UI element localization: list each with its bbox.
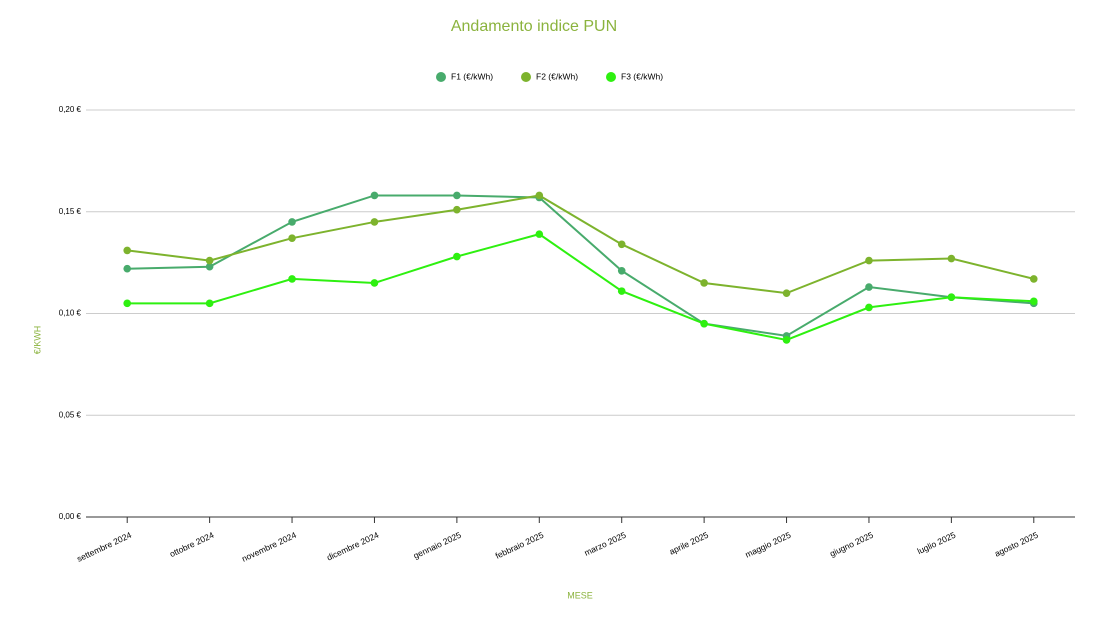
data-point	[123, 264, 132, 273]
data-point	[205, 299, 214, 308]
x-tick-label: febbraio 2025	[494, 530, 546, 561]
data-point	[453, 205, 461, 214]
series-line	[127, 194, 1034, 337]
data-point	[782, 289, 791, 297]
data-point	[535, 230, 544, 238]
x-tick-label: novembre 2024	[240, 530, 298, 564]
x-tick-label: agosto 2025	[993, 530, 1040, 559]
data-point	[205, 256, 214, 265]
legend-label: F3 (€/kWh)	[621, 71, 663, 81]
x-tick-label: dicembre 2024	[325, 530, 380, 563]
data-point	[1029, 297, 1038, 306]
data-point	[370, 191, 379, 200]
x-tick-label: ottobre 2024	[168, 530, 216, 559]
series-line	[127, 194, 1035, 295]
y-tick-label: 0,15 €	[59, 207, 82, 216]
x-tick-label: settembre 2024	[75, 530, 133, 564]
data-point	[865, 283, 873, 291]
legend-marker	[606, 72, 616, 82]
data-point	[370, 218, 379, 226]
data-point	[288, 234, 296, 243]
x-tick-label: aprile 2025	[668, 530, 711, 557]
data-point	[370, 279, 379, 287]
chart-title: Andamento indice PUN	[451, 18, 617, 35]
data-point	[205, 262, 214, 271]
y-tick-label: 0,20 €	[59, 105, 82, 114]
data-point	[617, 287, 626, 295]
data-point	[123, 246, 132, 255]
data-point	[947, 254, 956, 263]
legend-label: F2 (€/kWh)	[536, 71, 578, 81]
x-tick-label: marzo 2025	[583, 530, 628, 558]
data-point	[782, 336, 791, 344]
data-point	[288, 275, 296, 283]
x-tick-label: giugno 2025	[828, 530, 875, 559]
y-tick-label: 0,10 €	[59, 309, 82, 318]
x-tick-label: luglio 2025	[916, 530, 958, 557]
legend-marker	[521, 72, 531, 82]
data-point	[123, 299, 132, 308]
data-point	[453, 191, 461, 200]
y-tick-label: 0,05 €	[59, 410, 82, 419]
data-point	[453, 252, 461, 261]
data-point	[1029, 275, 1038, 283]
x-tick-label: maggio 2025	[744, 530, 793, 560]
data-point	[700, 279, 708, 287]
data-point	[617, 266, 626, 275]
data-point	[700, 319, 708, 328]
data-point	[617, 240, 626, 249]
data-point	[947, 293, 956, 302]
data-point	[535, 191, 544, 200]
series-line	[127, 233, 1034, 341]
legend-label: F1 (€/kWh)	[451, 71, 493, 81]
data-point	[288, 218, 296, 226]
x-axis-label: MESE	[567, 590, 593, 600]
data-point	[865, 303, 873, 312]
y-axis-label: €/KWH	[32, 326, 42, 355]
legend-marker	[436, 72, 446, 82]
y-tick-label: 0,00 €	[59, 512, 82, 521]
x-tick-label: gennaio 2025	[412, 530, 463, 561]
data-point	[865, 256, 873, 265]
